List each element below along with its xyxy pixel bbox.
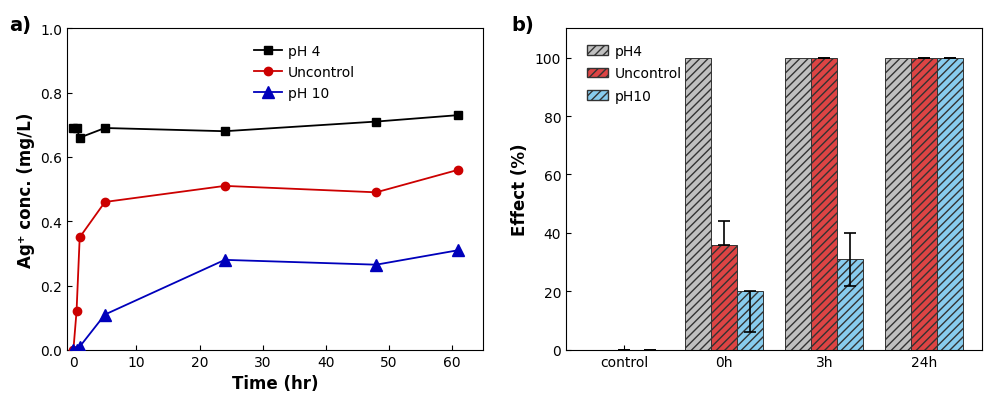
Bar: [711, 245, 737, 350]
Uncontrol: [71, 309, 83, 314]
pH 10: [453, 248, 465, 253]
X-axis label: Time (hr): Time (hr): [232, 374, 319, 392]
pH 10: [371, 263, 383, 267]
Bar: [885, 58, 911, 350]
Uncontrol: [74, 235, 86, 240]
pH 4: [371, 120, 383, 125]
Y-axis label: Effect (%): Effect (%): [511, 144, 529, 236]
pH 4: [453, 113, 465, 118]
Bar: [785, 58, 811, 350]
Uncontrol: [99, 200, 111, 205]
Legend: pH4, Uncontrol, pH10: pH4, Uncontrol, pH10: [581, 39, 687, 109]
Uncontrol: [453, 168, 465, 173]
Bar: [737, 292, 763, 350]
pH 4: [99, 126, 111, 131]
Bar: [937, 58, 963, 350]
Bar: [837, 260, 863, 350]
pH 4: [67, 126, 79, 131]
pH 4: [219, 129, 231, 134]
Text: a): a): [9, 16, 31, 35]
Line: pH 4: pH 4: [69, 112, 463, 142]
pH 10: [67, 348, 79, 353]
Line: pH 10: pH 10: [68, 245, 464, 355]
Uncontrol: [371, 191, 383, 196]
Line: Uncontrol: Uncontrol: [69, 166, 463, 354]
Uncontrol: [67, 348, 79, 353]
pH 10: [71, 348, 83, 353]
Bar: [685, 58, 711, 350]
Text: b): b): [511, 16, 534, 35]
Y-axis label: Ag⁺ conc. (mg/L): Ag⁺ conc. (mg/L): [17, 112, 35, 267]
pH 10: [219, 258, 231, 263]
pH 10: [99, 312, 111, 317]
Bar: [911, 58, 937, 350]
Bar: [811, 58, 837, 350]
Uncontrol: [219, 184, 231, 189]
pH 10: [74, 344, 86, 349]
pH 4: [71, 126, 83, 131]
Legend: pH 4, Uncontrol, pH 10: pH 4, Uncontrol, pH 10: [249, 39, 361, 106]
pH 4: [74, 136, 86, 141]
